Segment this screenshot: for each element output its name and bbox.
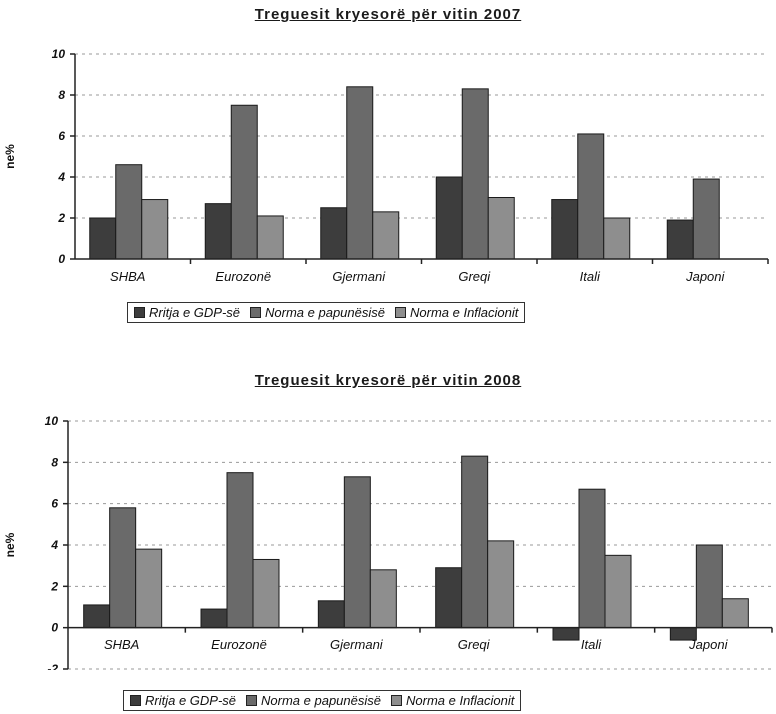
x-category-label: Japoni	[685, 269, 725, 284]
legend-swatch-gdp	[130, 695, 141, 706]
y-tick-label: 10	[52, 47, 66, 61]
x-category-label: SHBA	[104, 637, 139, 652]
legend-item-inflation: Norma e Inflacionit	[391, 693, 514, 708]
bar-inflation	[252, 558, 280, 629]
legend-swatch-gdp	[134, 307, 145, 318]
bar-unemployment	[109, 507, 137, 629]
y-tick-label: 0	[51, 621, 58, 635]
legend-2007: Rritja e GDP-së Norma e papunësisë Norma…	[127, 302, 526, 323]
bar-inflation	[372, 211, 400, 260]
bar-inflation	[369, 569, 397, 629]
legend-item-unemployment: Norma e papunësisë	[246, 693, 381, 708]
y-tick-label: 8	[51, 455, 58, 469]
bar-chart-2008: -2 0 2 4 6 8 10 ne% SHBA Eurozonë Gjermani Greqi Ita…	[3, 414, 773, 670]
y-axis-label: ne%	[3, 532, 17, 557]
chart-title-2008: Treguesit kryesorë për vitin 2008	[254, 372, 522, 389]
y-axis-label: ne%	[3, 144, 17, 169]
bar-gdp	[89, 217, 117, 260]
bar-unemployment	[692, 178, 720, 260]
bar-inflation	[487, 540, 515, 629]
bar-gdp	[317, 600, 345, 629]
bar-inflation	[141, 199, 169, 260]
y-tick-label: 2	[50, 579, 58, 593]
x-category-label: Greqi	[458, 269, 491, 284]
bar-gdp	[204, 203, 232, 260]
bar-inflation	[256, 215, 284, 260]
bar-unemployment	[230, 104, 258, 260]
legend-label-unemployment: Norma e papunësisë	[261, 693, 381, 708]
legend-label-gdp: Rritja e GDP-së	[145, 693, 237, 708]
bar-gdp	[435, 567, 463, 629]
legend-swatch-unemployment	[246, 695, 258, 706]
chart-title-2007: Treguesit kryesorë për vitin 2007	[254, 6, 522, 23]
y-tick-label: 8	[58, 88, 65, 102]
x-category-label: Itali	[580, 269, 601, 284]
bar-inflation	[135, 548, 163, 629]
bar-gdp	[666, 219, 694, 260]
y-tick-label: 6	[58, 129, 65, 143]
legend-label-inflation: Norma e Inflacionit	[410, 305, 519, 320]
y-tick-label: 0	[58, 252, 65, 266]
legend-item-gdp: Rritja e GDP-së	[134, 305, 240, 320]
legend-label-unemployment: Norma e papunësisë	[265, 305, 385, 320]
bar-unemployment	[695, 544, 723, 629]
y-tick-label: -2	[47, 662, 58, 670]
bar-inflation	[487, 197, 515, 260]
bar-gdp	[200, 608, 228, 629]
x-category-label: SHBA	[110, 269, 145, 284]
legend-item-inflation: Norma e Inflacionit	[395, 305, 518, 320]
bar-inflation	[603, 217, 631, 260]
bar-gdp	[552, 627, 580, 641]
bar-inflation	[604, 554, 632, 629]
bar-unemployment	[578, 488, 606, 629]
legend-swatch-unemployment	[250, 307, 262, 318]
bar-unemployment	[461, 455, 489, 629]
x-category-label: Gjermani	[332, 269, 386, 284]
legend-label-gdp: Rritja e GDP-së	[149, 305, 241, 320]
x-category-label: Greqi	[458, 637, 491, 652]
legend-label-inflation: Norma e Inflacionit	[406, 693, 515, 708]
y-tick-label: 4	[57, 170, 65, 184]
x-category-label: Eurozonë	[211, 637, 267, 652]
x-category-label: Eurozonë	[215, 269, 271, 284]
legend-swatch-inflation	[395, 307, 406, 318]
bar-unemployment	[346, 86, 374, 260]
bar-unemployment	[343, 476, 371, 629]
bar-gdp	[435, 176, 463, 260]
bar-unemployment	[577, 133, 605, 260]
bar-unemployment	[461, 88, 489, 260]
x-category-label: Itali	[581, 637, 602, 652]
legend-2008: Rritja e GDP-së Norma e papunësisë Norma…	[123, 690, 522, 711]
bar-gdp	[83, 604, 111, 629]
legend-item-gdp: Rritja e GDP-së	[130, 693, 236, 708]
legend-item-unemployment: Norma e papunësisë	[250, 305, 385, 320]
y-tick-label: 10	[45, 414, 59, 428]
bar-unemployment	[226, 472, 254, 629]
bar-chart-2007: 0 2 4 6 8 10 ne% SHBA Eurozonë Gjermani Greqi Itali…	[3, 47, 769, 284]
y-tick-label: 6	[51, 497, 58, 511]
x-category-label: Gjermani	[330, 637, 384, 652]
legend-swatch-inflation	[391, 695, 402, 706]
bar-unemployment	[115, 164, 143, 260]
x-category-label: Japoni	[688, 637, 728, 652]
y-tick-label: 2	[57, 211, 65, 225]
y-tick-label: 4	[50, 538, 58, 552]
bar-inflation	[721, 598, 749, 629]
bar-gdp	[551, 199, 579, 260]
bar-gdp	[320, 207, 348, 260]
